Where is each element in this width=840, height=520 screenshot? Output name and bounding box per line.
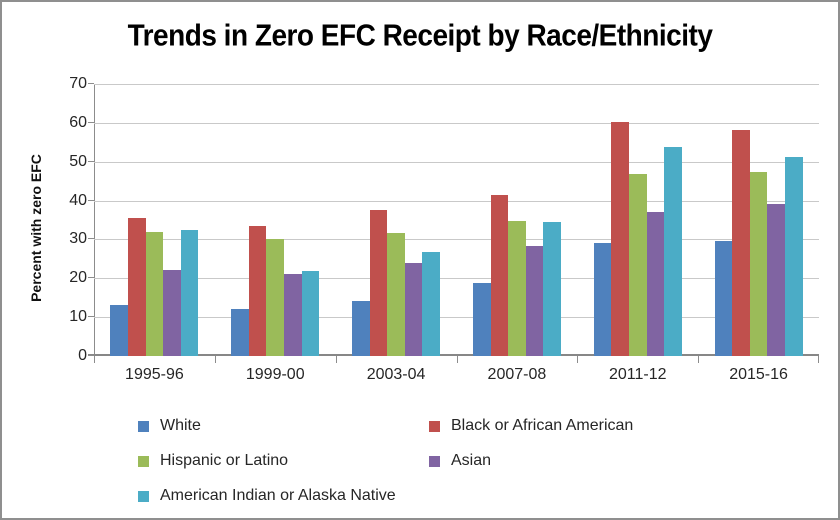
gridline-70 <box>94 84 819 85</box>
y-tick-30 <box>88 238 94 240</box>
bar-group-2011-12 <box>577 84 698 356</box>
x-tick-label-2015-16: 2015-16 <box>729 366 788 383</box>
bar-american-indian-or-alaska-native-1999-00 <box>301 271 320 356</box>
gridline-10 <box>94 317 819 319</box>
bar-hispanic-or-latino-1995-96 <box>145 232 164 356</box>
legend-label-asian: Asian <box>451 452 492 469</box>
y-tick-0 <box>88 355 94 356</box>
y-tick-label-20: 20 <box>69 269 87 287</box>
y-tick-label-50: 50 <box>69 152 87 170</box>
bar-white-2003-04 <box>352 301 370 356</box>
bar-asian-2003-04 <box>404 263 423 356</box>
bar-hispanic-or-latino-2011-12 <box>628 174 647 356</box>
bar-hispanic-or-latino-1999-00 <box>266 238 285 356</box>
bar-white-2011-12 <box>593 243 612 356</box>
gridline-30 <box>94 239 819 241</box>
bar-american-indian-or-alaska-native-2011-12 <box>664 146 682 356</box>
legend-swatch-asian <box>429 455 440 467</box>
bar-black-or-african-american-2011-12 <box>611 122 629 356</box>
y-tick-70 <box>88 83 94 84</box>
plot-area <box>88 83 819 363</box>
bar-hispanic-or-latino-2007-08 <box>508 220 526 356</box>
x-axis-tick-4 <box>577 356 579 363</box>
bar-asian-2007-08 <box>525 245 544 356</box>
legend-item-white: White <box>138 416 201 436</box>
bar-white-1999-00 <box>231 309 249 356</box>
bar-white-1995-96 <box>110 304 129 356</box>
y-tick-20 <box>88 277 94 279</box>
legend-label-white: White <box>160 417 201 434</box>
gridline-60 <box>94 122 819 124</box>
gridline-40 <box>94 200 819 202</box>
bar-black-or-african-american-1999-00 <box>248 226 267 356</box>
legend-label-hispanic-or-latino: Hispanic or Latino <box>160 452 289 469</box>
x-axis-tick-3 <box>456 356 458 363</box>
bar-hispanic-or-latino-2015-16 <box>749 171 768 356</box>
bar-group-1999-00 <box>215 84 336 356</box>
bar-american-indian-or-alaska-native-1995-96 <box>180 230 199 356</box>
legend-swatch-white <box>138 420 149 432</box>
y-tick-50 <box>88 160 94 162</box>
legend-item-hispanic-or-latino: Hispanic or Latino <box>138 451 288 471</box>
x-axis-tick-0 <box>94 356 95 363</box>
bar-group-2007-08 <box>457 84 578 356</box>
x-tick-label-2007-08: 2007-08 <box>487 366 547 383</box>
x-axis-line <box>88 354 819 356</box>
x-tick-label-1995-96: 1995-96 <box>125 366 184 383</box>
bar-group-1995-96 <box>94 84 215 356</box>
x-axis-tick-6 <box>818 356 819 363</box>
y-tick-10 <box>88 316 94 318</box>
legend: White Black or African American Hispanic o… <box>138 416 758 512</box>
y-tick-label-0: 0 <box>78 347 87 364</box>
gridline-20 <box>94 278 819 280</box>
bar-american-indian-or-alaska-native-2003-04 <box>422 251 441 356</box>
bar-black-or-african-american-2015-16 <box>732 129 750 356</box>
legend-item-black-or-african-american: Black or African American <box>429 416 633 436</box>
y-tick-label-30: 30 <box>69 230 87 248</box>
y-tick-label-10: 10 <box>69 308 87 326</box>
y-tick-label-60: 60 <box>69 113 87 131</box>
bar-asian-2015-16 <box>767 204 785 356</box>
x-tick-label-2003-04: 2003-04 <box>366 366 426 383</box>
x-tick-label-2011-12: 2011-12 <box>608 366 667 383</box>
legend-label-black-or-african-american: Black or African American <box>451 417 634 434</box>
bar-white-2007-08 <box>472 283 491 356</box>
y-axis-title: Percent with zero EFC <box>28 154 44 302</box>
bar-white-2015-16 <box>714 240 733 356</box>
y-axis-labels: 0 10 20 30 40 50 60 70 <box>44 75 87 364</box>
legend-item-asian: Asian <box>429 451 491 471</box>
bar-black-or-african-american-1995-96 <box>128 217 146 356</box>
x-axis-labels: 1995-96 1999-00 2003-04 2007-08 2011-12 2015-… <box>94 366 819 388</box>
bar-asian-1995-96 <box>163 269 181 356</box>
bar-asian-1999-00 <box>284 274 302 356</box>
x-axis-tick-1 <box>214 356 216 363</box>
bar-hispanic-or-latino-2003-04 <box>387 232 405 356</box>
legend-swatch-hispanic-or-latino <box>138 455 149 467</box>
bar-black-or-african-american-2003-04 <box>369 209 388 356</box>
y-tick-40 <box>88 199 94 201</box>
bar-group-2015-16 <box>698 84 819 356</box>
x-tick-label-1999-00: 1999-00 <box>245 366 305 383</box>
bar-asian-2011-12 <box>646 212 665 356</box>
y-tick-label-70: 70 <box>69 75 87 92</box>
y-tick-label-40: 40 <box>69 191 87 209</box>
bar-black-or-african-american-2007-08 <box>490 195 509 356</box>
bar-group-2003-04 <box>336 84 457 356</box>
bar-american-indian-or-alaska-native-2015-16 <box>784 157 803 356</box>
y-axis-line <box>94 84 95 362</box>
legend-swatch-black-or-african-american <box>429 420 440 432</box>
gridline-50 <box>94 161 819 163</box>
legend-item-american-indian-or-alaska-native: American Indian or Alaska Native <box>138 486 396 506</box>
chart-title: Trends in Zero EFC Receipt by Race/Ethni… <box>127 18 713 53</box>
bar-american-indian-or-alaska-native-2007-08 <box>543 221 561 356</box>
x-axis-tick-2 <box>335 356 337 363</box>
legend-swatch-american-indian-or-alaska-native <box>138 490 149 502</box>
legend-label-american-indian-or-alaska-native: American Indian or Alaska Native <box>160 487 396 504</box>
x-axis-tick-5 <box>698 356 700 363</box>
y-tick-60 <box>88 121 94 123</box>
